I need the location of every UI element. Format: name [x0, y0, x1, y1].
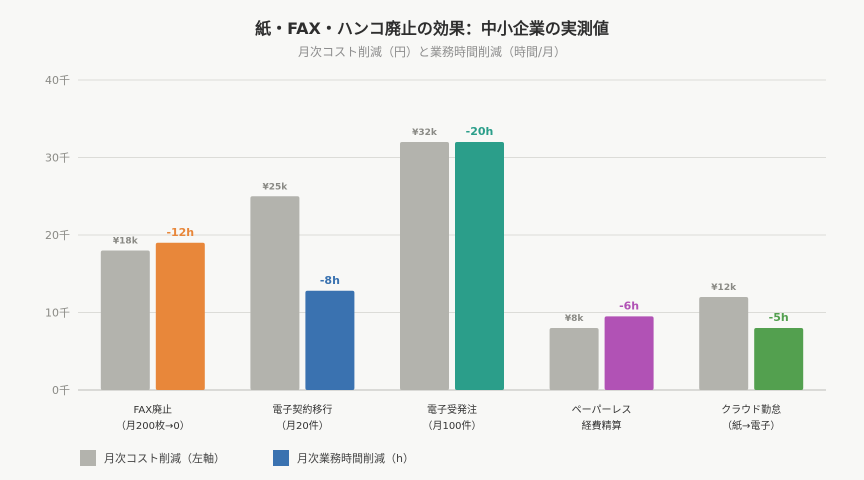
- x-tick-label: クラウド勤怠: [721, 403, 781, 416]
- bar-hours: [754, 328, 804, 390]
- y-tick-label: 20千: [45, 229, 70, 242]
- x-tick-label: （月100件）: [422, 420, 481, 432]
- x-tick-label: 電子受発注: [427, 403, 477, 416]
- data-label-hours: -6h: [619, 299, 639, 312]
- y-tick-label: 10千: [45, 307, 70, 320]
- bar-cost: [250, 196, 300, 390]
- x-tick-label: 電子契約移行: [272, 403, 332, 416]
- bar-hours: [155, 242, 205, 390]
- x-tick-label: 経費精算: [582, 419, 622, 432]
- bar-hours: [305, 290, 355, 390]
- x-tick-label: （紙→電子）: [722, 419, 780, 432]
- data-label-cost: ¥12k: [711, 283, 737, 293]
- bar-hours: [455, 142, 504, 390]
- data-label-cost: ¥32k: [412, 128, 438, 138]
- x-tick-label: ペーパーレス: [572, 404, 632, 416]
- x-tick-label: （月200枚→0）: [116, 419, 190, 432]
- bar-hours: [604, 316, 654, 390]
- legend-label-hours: 月次業務時間削減（h）: [297, 452, 414, 465]
- chart-legend: 月次コスト削減（左軸） 月次業務時間削減（h）: [80, 450, 414, 466]
- legend-swatch-cost: [80, 450, 96, 466]
- data-label-cost: ¥8k: [565, 314, 585, 324]
- chart-subtitle: 月次コスト削減（円）と業務時間削減（時間/月）: [297, 45, 567, 59]
- legend-swatch-hours: [273, 450, 289, 466]
- data-label-cost: ¥25k: [263, 182, 289, 192]
- bar-cost: [549, 328, 599, 390]
- y-tick-label: 0千: [52, 384, 70, 397]
- legend-item-hours: 月次業務時間削減（h）: [273, 450, 414, 466]
- x-tick-label: （月20件）: [276, 420, 329, 432]
- bar-chart: 0千 10千 20千 30千 40千 ¥18k -12h FAX廃止 （月200枚→0） ¥25k…: [45, 74, 826, 432]
- bar-cost: [100, 250, 150, 390]
- y-tick-label: 30千: [45, 152, 70, 165]
- data-label-hours: -8h: [320, 274, 340, 287]
- data-label-hours: -5h: [769, 311, 789, 324]
- bar-cost: [400, 142, 449, 390]
- data-label-hours: -12h: [166, 226, 194, 239]
- data-label-hours: -20h: [466, 125, 494, 138]
- data-label-cost: ¥18k: [113, 237, 139, 247]
- x-tick-label: FAX廃止: [134, 403, 173, 416]
- legend-label-cost: 月次コスト削減（左軸）: [104, 452, 225, 465]
- legend-item-cost: 月次コスト削減（左軸）: [80, 450, 225, 466]
- bar-cost: [699, 297, 749, 390]
- y-tick-label: 40千: [45, 74, 70, 87]
- chart-title: 紙・FAX・ハンコ廃止の効果：中小企業の実測値: [255, 19, 609, 38]
